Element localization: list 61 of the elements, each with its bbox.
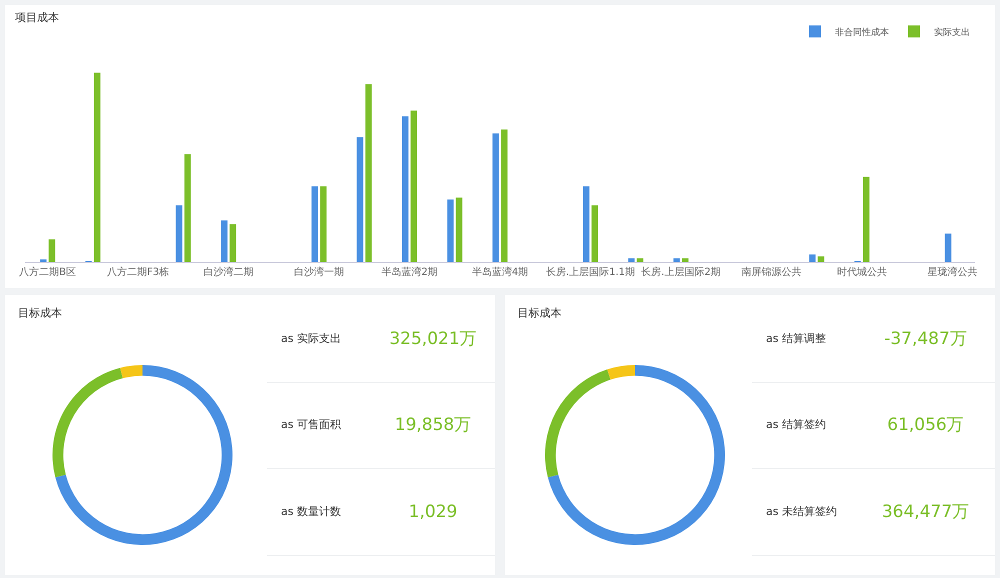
bar [176,205,182,262]
donut-slice [607,365,635,380]
x-tick-label: 时代城公共 [836,266,887,278]
text: 364,477万 [882,502,970,522]
bar [492,133,499,262]
bar [582,186,590,262]
chart-title: 项目成本 [14,11,59,24]
category-label: as 未结算签约 [765,504,838,520]
x-tick-label: 半岛蓝湾2期 [381,266,438,278]
x-tick-label: 南屏锦源公共 [741,266,802,278]
legend-label: 非合同性成本 [835,26,889,38]
bar [673,258,680,262]
category-label: as 实际支出 [280,330,342,346]
bar [320,186,327,262]
bar [818,256,824,262]
x-tick-label: 长房.上层国际2期 [641,266,721,278]
x-tick-label: 半岛蓝湾4期 [472,266,528,278]
donut-slice [545,369,611,478]
donut-slice [55,365,232,545]
text: 61,056万 [887,415,964,436]
donut-slice [52,368,123,478]
x-tick-label: 白沙湾二期 [204,266,254,278]
legend-label: 实际支出 [934,26,970,38]
bar [447,200,454,262]
text: 19,858万 [394,415,472,436]
x-tick-label: 白沙湾一期 [294,266,344,278]
text: 325,021万 [389,328,477,349]
bar [809,254,816,262]
bar [682,258,688,262]
bar [636,258,644,262]
category-label: as 可售面积 [280,417,342,432]
text: -37,487万 [884,328,967,349]
x-tick-label: 八方二期F3栋 [107,266,170,278]
bar [862,176,870,262]
chart-title: 目标成本 [18,306,62,320]
bar [592,205,598,262]
bar [312,186,318,262]
bar [184,154,191,262]
x-tick-label: 长房.上层国际1.1期 [546,266,636,278]
bar [944,234,952,262]
bar [501,130,508,262]
bar [402,116,408,262]
donut-slice [548,365,725,545]
bar [221,220,228,262]
x-tick-label: 星珑湾公共 [927,266,978,278]
bar [356,137,364,262]
bar [94,72,100,262]
chart-title: 目标成本 [517,306,562,320]
category-label: as 结算调整 [765,330,827,346]
donut-slice [120,365,142,378]
bar [230,224,236,262]
category-label: as 结算签约 [765,417,827,432]
bar [40,259,47,262]
bar [456,198,462,262]
x-tick-label: 八方二期B区 [19,266,76,278]
text: 1,029 [408,502,458,522]
bar [628,258,635,262]
bar [365,84,372,262]
bar [48,239,56,262]
bar [410,110,418,262]
category-label: as 数量计数 [280,504,342,520]
